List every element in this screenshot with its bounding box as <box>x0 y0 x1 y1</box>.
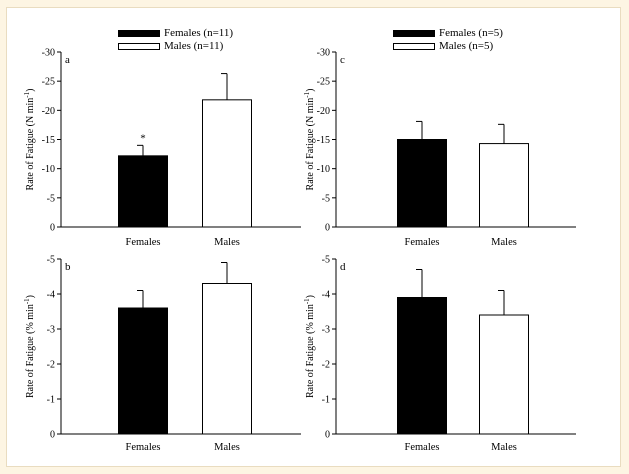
y-axis-label-text: ) <box>305 295 316 298</box>
x-tick-label: Males <box>491 442 517 453</box>
y-tick-label: -15 <box>42 135 55 146</box>
legend-entry-males: Males (n=5) <box>393 40 503 53</box>
x-tick-label: Males <box>214 442 240 453</box>
x-tick-label: Males <box>214 237 240 248</box>
y-tick-label: -5 <box>47 193 55 204</box>
y-axis-label: Rate of Fatigue (N min-1) <box>23 89 36 191</box>
y-axis-label-text: ) <box>25 295 36 298</box>
bar-females <box>118 307 168 435</box>
x-tick-label: Females <box>126 237 161 248</box>
y-axis-label-superscript: -1 <box>303 91 311 97</box>
x-tick-label: Females <box>126 442 161 453</box>
y-tick-label: -5 <box>47 255 55 266</box>
y-tick-label: -15 <box>317 135 330 146</box>
y-axis-label-text: ) <box>305 89 316 92</box>
x-tick-label: Males <box>491 237 517 248</box>
y-tick-label: 0 <box>50 223 55 234</box>
legend-label: Females (n=11) <box>164 27 234 39</box>
y-axis-label: Rate of Fatigue (% min-1) <box>303 295 316 398</box>
y-tick-label: 0 <box>325 430 330 441</box>
legend-entry-males: Males (n=11) <box>118 40 233 53</box>
y-axis-label-text: Rate of Fatigue (N min <box>25 98 36 191</box>
legend-right: Females (n=5) Males (n=5) <box>393 27 503 53</box>
y-tick-label: -25 <box>42 77 55 88</box>
y-tick-label: -3 <box>47 325 55 336</box>
panel-c: 0 -5 -10 -15 -20 -25 -30 c Rate of Fatigue (N mi… <box>303 48 576 248</box>
legend-swatch-open <box>393 43 435 50</box>
y-axis-label: Rate of Fatigue (% min-1) <box>23 295 36 398</box>
y-tick-label: -4 <box>322 290 330 301</box>
legend-entry-females: Females (n=5) <box>393 27 503 40</box>
panel-a: 0 -5 -10 -15 -20 -25 -30 a Rate of Fatigue (N mi… <box>23 48 301 248</box>
legend-label: Males (n=11) <box>164 40 224 52</box>
y-axis-label-text: Rate of Fatigue (% min <box>25 304 36 398</box>
legend-label: Males (n=5) <box>439 40 494 52</box>
y-tick-label: -2 <box>322 360 330 371</box>
legend-label: Females (n=5) <box>439 27 503 39</box>
panel-label: c <box>340 54 345 66</box>
y-axis-label-text: Rate of Fatigue (N min <box>305 98 316 191</box>
y-tick-label: 0 <box>50 430 55 441</box>
y-tick-label: -5 <box>322 255 330 266</box>
bar-males <box>202 283 252 435</box>
y-axis-label-superscript: -1 <box>303 298 311 304</box>
panel-label: d <box>340 261 346 273</box>
significance-marker: * <box>140 132 146 144</box>
y-tick-label: 0 <box>325 223 330 234</box>
y-tick-label: -25 <box>317 77 330 88</box>
y-tick-label: -4 <box>47 290 55 301</box>
y-axis-label-text: ) <box>25 89 36 92</box>
bar-males <box>479 143 529 228</box>
y-tick-label: -30 <box>317 48 330 59</box>
y-tick-label: -10 <box>42 164 55 175</box>
x-tick-label: Females <box>405 237 440 248</box>
bar-males <box>479 314 529 435</box>
legend-entry-females: Females (n=11) <box>118 27 233 40</box>
y-tick-label: -2 <box>47 360 55 371</box>
y-axis-label-superscript: -1 <box>23 298 31 304</box>
y-tick-label: -10 <box>317 164 330 175</box>
y-tick-label: -1 <box>322 395 330 406</box>
y-axis-label-text: Rate of Fatigue (% min <box>305 304 316 398</box>
y-tick-label: -20 <box>42 106 55 117</box>
y-tick-label: -20 <box>317 106 330 117</box>
x-tick-label: Females <box>405 442 440 453</box>
y-tick-label: -3 <box>322 325 330 336</box>
y-tick-label: -5 <box>322 193 330 204</box>
y-axis-label: Rate of Fatigue (N min-1) <box>303 89 316 191</box>
legend-swatch-filled <box>393 30 435 37</box>
y-tick-label: -30 <box>42 48 55 59</box>
legend-swatch-filled <box>118 30 160 37</box>
y-axis-label-superscript: -1 <box>23 91 31 97</box>
panel-label: a <box>65 54 70 66</box>
bar-females <box>118 155 168 228</box>
bar-females <box>397 139 447 228</box>
panel-label: b <box>65 261 71 273</box>
bar-males <box>202 99 252 228</box>
bar-females <box>397 297 447 435</box>
legend-swatch-open <box>118 43 160 50</box>
y-tick-label: -1 <box>47 395 55 406</box>
legend-left: Females (n=11) Males (n=11) <box>118 27 233 53</box>
